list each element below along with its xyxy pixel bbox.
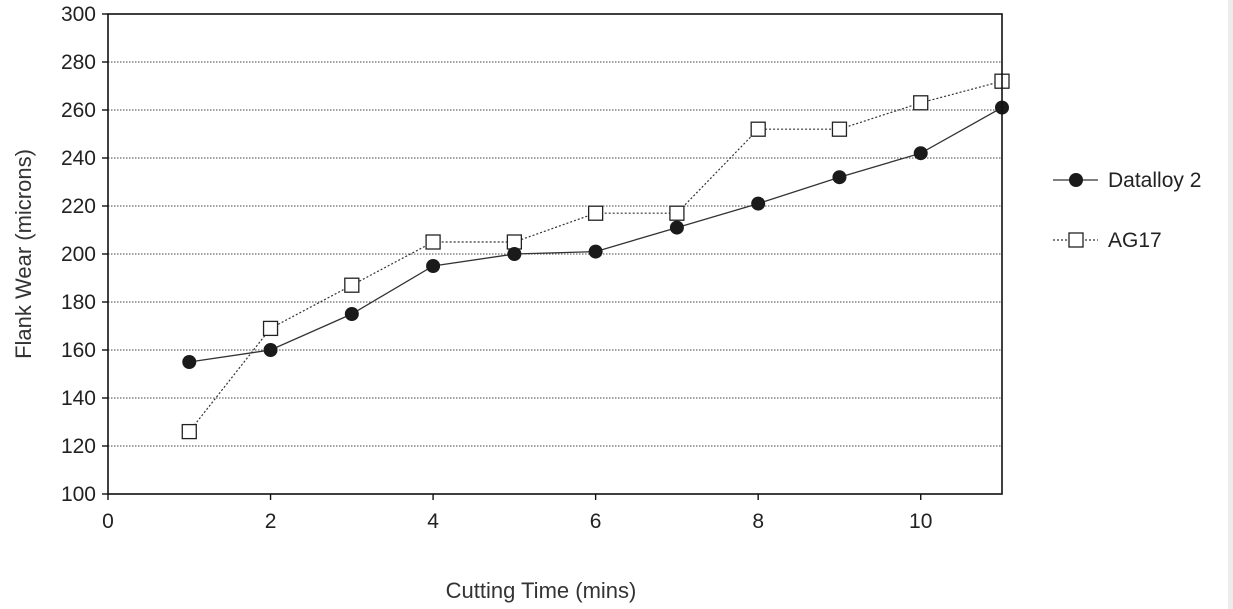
series-line-ag17 [188,80,1003,432]
datalloy-2-point [913,146,928,161]
scrollbar-track[interactable] [1228,0,1233,609]
y-tick-label: 260 [61,99,96,122]
y-tick-label: 120 [61,435,96,458]
ag17-point [750,121,766,137]
datalloy-2-point [344,307,359,321]
y-tick-label: 300 [61,3,96,26]
grid-lines [108,61,1002,447]
y-tick-label: 180 [61,291,96,314]
series-layer [181,73,1010,440]
x-axis-title: Cutting Time (mins) [446,578,637,603]
datalloy-2-point [751,196,766,211]
y-tick-label: 160 [61,339,96,362]
legend: Datalloy 2 AG17 [1053,169,1201,252]
ag17-point [262,320,279,337]
x-tick-label: 6 [590,510,602,533]
ag17-point [181,423,197,440]
legend-label: AG17 [1108,229,1162,252]
legend-label: Datalloy 2 [1108,169,1201,192]
y-axis-title: Flank Wear (microns) [11,149,36,359]
y-tick-label: 140 [61,387,96,410]
x-tick-label: 10 [909,510,932,533]
datalloy-2-point [426,259,441,273]
datalloy-2-point [182,355,197,369]
legend-marker-circle [1069,173,1083,187]
datalloy-2-point [832,170,847,185]
ag17-point [344,277,360,293]
datalloy-2-point [263,343,278,357]
x-tick-label: 4 [427,510,439,533]
ag17-point [587,205,604,221]
x-tick-label: 0 [102,510,114,533]
ag17-point [831,121,848,137]
y-tick-label: 240 [61,147,96,170]
x-tick-label: 2 [265,510,277,533]
plot-frame [107,13,1003,495]
datalloy-2-point [588,244,603,259]
y-tick-label: 280 [61,51,96,74]
datalloy-2-point [507,247,522,261]
x-axis-ticks: 0 2 4 6 8 10 [102,494,932,533]
y-tick-label: 220 [61,195,96,218]
ag17-point [669,205,685,221]
y-tick-label: 100 [61,483,96,506]
x-tick-label: 8 [752,510,764,533]
series-line-datalloy-2 [189,107,1003,363]
legend-marker-square [1068,232,1084,248]
datalloy-2-point [669,220,684,235]
ag17-point [506,234,523,250]
y-axis-ticks: 100 120 140 160 180 200 220 240 260 280 300 [61,3,108,506]
ag17-point [425,234,441,250]
ag17-point [913,95,929,111]
y-tick-label: 200 [61,243,96,266]
